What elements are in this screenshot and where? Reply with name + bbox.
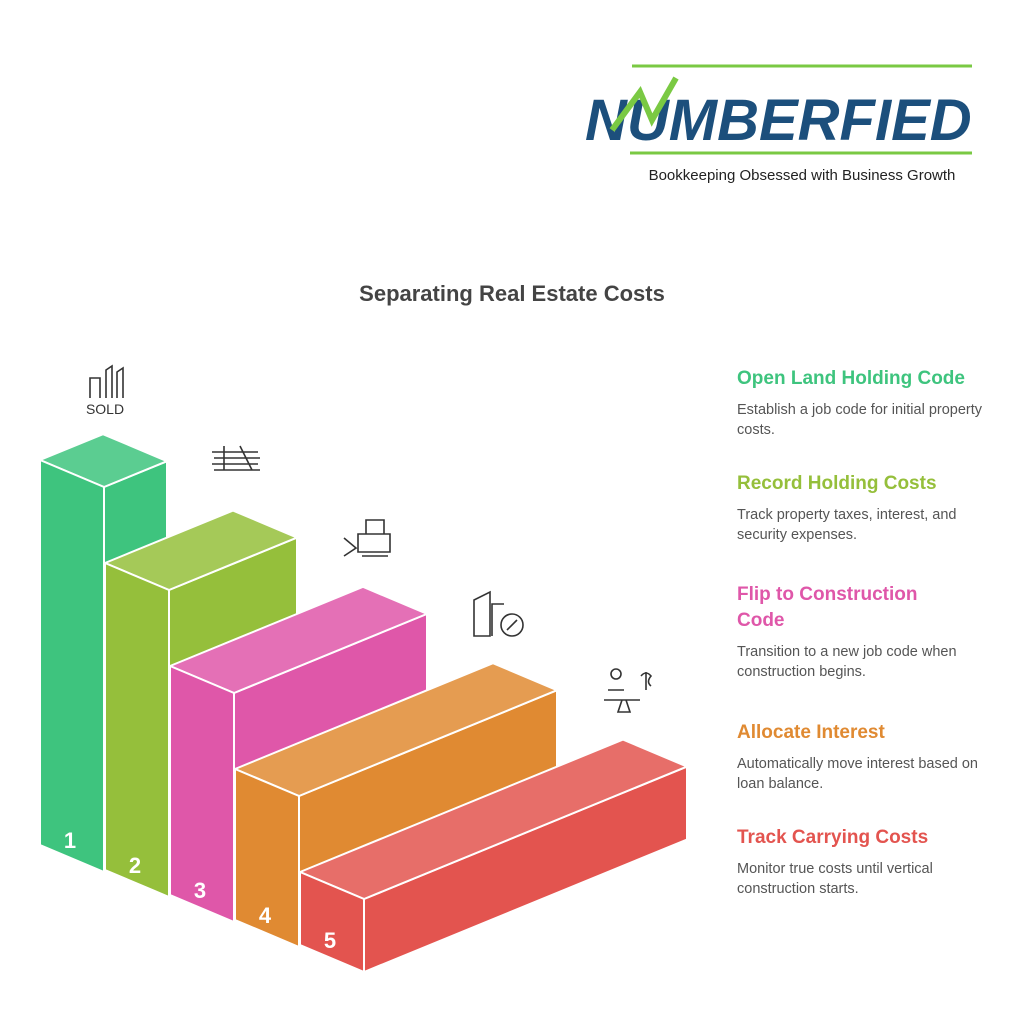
step-front bbox=[299, 871, 365, 973]
step-title: Open Land Holding Code bbox=[737, 368, 965, 389]
step-title: Flip to Construction Code bbox=[737, 584, 918, 631]
step-front bbox=[169, 665, 235, 923]
step-text: Track Carrying Costs Monitor true costs u… bbox=[737, 825, 992, 899]
step-title: Track Carrying Costs bbox=[737, 827, 929, 848]
step-text: Flip to Construction Code Transition to a… bbox=[737, 582, 992, 682]
step-number: 2 bbox=[129, 853, 141, 878]
step-description: Transition to a new job code when constr… bbox=[737, 644, 957, 680]
step-number: 1 bbox=[64, 828, 76, 853]
step-text: Allocate Interest Automatically move inte… bbox=[737, 720, 992, 794]
step-front bbox=[39, 459, 105, 873]
icon-money bbox=[212, 445, 260, 471]
icon-sold bbox=[89, 364, 124, 398]
step-title: Allocate Interest bbox=[737, 722, 885, 743]
step-description: Establish a job code for initial propert… bbox=[737, 402, 983, 438]
step-number: 3 bbox=[194, 878, 206, 903]
step-number: 4 bbox=[259, 903, 272, 928]
icon-building-percent bbox=[473, 590, 524, 637]
step-title: Record Holding Costs bbox=[737, 473, 937, 494]
step-description: Track property taxes, interest, and secu… bbox=[737, 507, 957, 543]
logo-tagline: Bookkeeping Obsessed with Business Growt… bbox=[649, 167, 956, 184]
step-front bbox=[234, 768, 300, 948]
staircase: 1 2 3 4 5 bbox=[39, 433, 688, 973]
step-description: Monitor true costs until vertical constr… bbox=[737, 861, 933, 897]
logo-arrow bbox=[609, 76, 679, 132]
step-text: Open Land Holding Code Establish a job co… bbox=[737, 366, 992, 440]
icon-bulldozer bbox=[343, 519, 391, 557]
icon-balance bbox=[604, 668, 653, 713]
step-description: Automatically move interest based on loa… bbox=[737, 756, 978, 792]
title: Separating Real Estate Costs bbox=[359, 281, 665, 306]
step-text: Record Holding Costs Track property taxes… bbox=[737, 471, 992, 545]
step-front bbox=[104, 562, 170, 898]
icon-label: SOLD bbox=[86, 401, 124, 417]
step-number: 5 bbox=[324, 928, 336, 953]
